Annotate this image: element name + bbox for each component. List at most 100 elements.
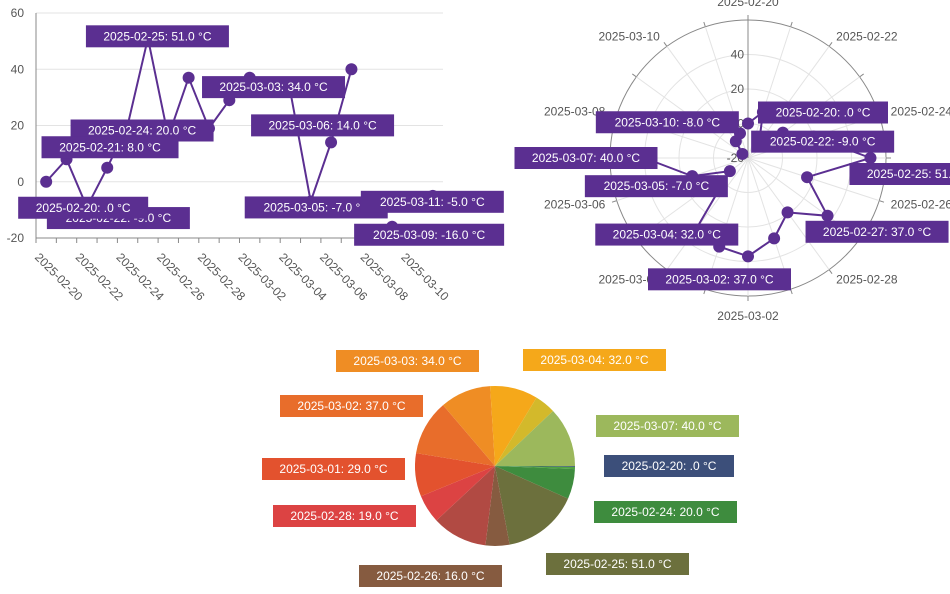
data-point [325,136,338,149]
data-point [742,250,754,263]
data-label-bg [648,268,791,291]
pie-data-label-text: 2025-02-28: 19.0 °C [290,509,399,523]
data-point [40,175,53,188]
pie-slice [436,466,495,546]
polar-chart: -20020402025-02-202025-02-222025-02-2420… [514,0,950,323]
pie-data-label: 2025-03-01: 29.0 °C [262,458,405,480]
data-label: 2025-03-11: -5.0 °C [360,190,504,213]
data-label-text: 2025-03-05: -7.0 °C [263,200,369,214]
data-label-text: 2025-02-27: 37.0 °C [823,225,932,239]
data-point [182,71,195,84]
radial-tick-label: 40 [731,48,745,62]
data-label: 2025-02-21: 8.0 °C [41,136,179,159]
pie-data-label-text: 2025-03-01: 29.0 °C [279,462,388,476]
data-point [101,161,114,174]
angular-tick-label: 2025-03-10 [598,30,660,44]
data-label-text: 2025-03-11: -5.0 °C [380,195,485,209]
angular-tick-label: 2025-02-22 [836,30,898,44]
data-point [736,147,749,160]
data-point [801,171,814,184]
data-label: 2025-03-03: 34.0 °C [202,76,346,99]
data-label: 2025-02-27: 37.0 °C [805,220,949,243]
data-label-text: 2025-02-24: 20.0 °C [88,124,197,138]
pie-data-label-text: 2025-03-07: 40.0 °C [613,419,722,433]
pie-data-label-bg [523,349,666,371]
angular-tick-mark [632,73,637,78]
data-point [821,209,834,222]
data-label: 2025-03-04: 32.0 °C [595,223,739,246]
data-label-bg [758,101,888,124]
pie-slice [495,466,569,545]
data-label-bg [18,196,149,219]
data-label-bg [202,76,346,99]
data-label-bg [360,190,504,213]
data-label-text: 2025-02-20: .0 °C [36,201,131,215]
pie-data-label-bg [594,501,737,523]
pie-slice [495,466,575,467]
pie-data-label-bg [359,565,502,587]
data-label-bg [514,147,658,169]
data-label: 2025-03-06: 14.0 °C [251,114,395,137]
data-point [768,232,781,245]
pie-data-label: 2025-03-03: 34.0 °C [336,350,479,372]
data-label: 2025-03-05: -7.0 °C [244,196,388,219]
pie-data-label-bg [273,505,416,527]
pie-data-label-text: 2025-03-02: 37.0 °C [297,399,406,413]
data-label-text: 2025-02-25: 51.0 °C [867,167,950,181]
data-label-bg [251,114,395,137]
pie-data-label: 2025-02-20: .0 °C [604,455,734,477]
pie-data-label-text: 2025-03-04: 32.0 °C [540,353,649,367]
pie-data-label-bg [262,458,405,480]
data-label-bg [584,175,728,198]
pie-data-label-bg [336,350,479,372]
data-label: 2025-02-22: -9.0 °C [751,130,895,153]
angular-tick-label: 2025-03-06 [544,197,606,211]
angular-tick-label: 2025-03-02 [717,309,779,323]
data-label: 2025-02-25: 51.0 °C [849,163,950,185]
pie-slice [443,386,495,466]
data-label: 2025-03-09: -16.0 °C [354,223,505,246]
angular-tick-label: 2025-02-28 [836,272,898,286]
data-label: 2025-03-10: -8.0 °C [595,111,739,134]
pie-data-label-text: 2025-02-20: .0 °C [622,459,717,473]
data-label-text: 2025-03-03: 34.0 °C [219,80,328,94]
pie-chart: 2025-02-20: .0 °C 2025-02-24: 20.0 °C 2025… [262,349,739,587]
angular-tick-mark [828,269,833,274]
angular-tick-mark [611,200,617,203]
data-point [864,152,877,164]
pie-slice [415,453,495,497]
angular-tick-label: 2025-03-04 [598,272,660,286]
angular-tick-mark [663,42,668,47]
pie-data-label-bg [596,415,739,437]
pie-data-label-text: 2025-02-26: 16.0 °C [376,569,485,583]
pie-slice [495,410,575,466]
angular-tick-label: 2025-02-20 [717,0,779,9]
radial-tick-label: 20 [731,82,745,96]
pie-slice [495,466,575,470]
angular-tick-label: 2025-02-26 [891,197,950,211]
pie-data-label-bg [280,395,423,417]
pie-slice [485,466,510,547]
pie-data-label: 2025-03-02: 37.0 °C [280,395,423,417]
data-label-bg [805,220,949,243]
pie-data-label: 2025-03-07: 40.0 °C [596,415,739,437]
data-label-bg [849,163,950,185]
pie-data-label-bg [546,553,689,575]
data-label: 2025-02-24: 20.0 °C [70,119,214,142]
data-label-text: 2025-03-02: 37.0 °C [665,272,774,286]
y-tick-label: 40 [11,62,25,76]
y-tick-label: 20 [11,119,25,133]
pie-slice [495,397,554,466]
data-label-bg [751,130,895,153]
data-label: 2025-03-07: 40.0 °C [514,147,658,169]
angular-tick-label: 2025-02-24 [891,105,950,119]
data-label: 2025-03-02: 37.0 °C [648,268,791,291]
angular-tick-label: 2025-03-08 [544,105,606,119]
pie-data-label: 2025-02-28: 19.0 °C [273,505,416,527]
angular-gridline [666,157,749,270]
data-point [345,63,358,76]
data-label-text: 2025-02-22: -9.0 °C [770,135,876,149]
angular-tick-mark [828,42,833,47]
pie-data-label-text: 2025-02-25: 51.0 °C [563,557,672,571]
data-label: 2025-02-20: .0 °C [758,101,888,124]
